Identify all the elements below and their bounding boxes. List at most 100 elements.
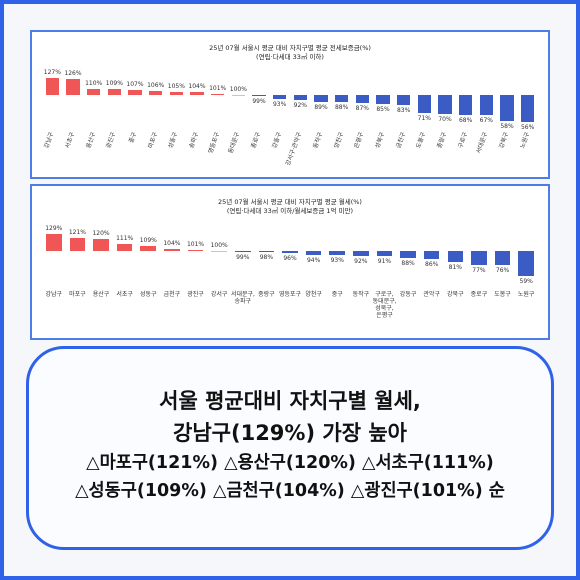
value-label: 120%: [92, 230, 110, 237]
x-tick-label: 금천구: [163, 291, 181, 298]
x-tick-label: 관악구: [423, 291, 440, 298]
bar: [423, 251, 440, 260]
value-label: 129%: [45, 224, 63, 232]
x-tick-label: 중랑구: [258, 291, 275, 298]
value-label: 127%: [43, 68, 61, 76]
value-label: 56%: [520, 124, 535, 132]
value-label: 104%: [163, 239, 181, 247]
value-label: 81%: [448, 264, 462, 272]
bar: [46, 233, 62, 251]
bar: [45, 77, 60, 95]
bar: [86, 88, 101, 95]
caption-box: 서울 평균대비 자치구별 월세, 강남구(129%) 가장 높아 △마포구(12…: [26, 346, 554, 550]
bar: [258, 251, 275, 253]
headline: 강남구(129%) 가장 높아: [173, 421, 407, 445]
chart-panel: 25년 07월 서울시 평균 대비 자치구별 평균 월세(%) (연립·다세대 …: [30, 184, 550, 340]
value-label: 101%: [186, 241, 205, 249]
value-label: 88%: [401, 260, 415, 268]
bar: [305, 251, 322, 255]
value-label: 58%: [500, 123, 514, 130]
bar: [417, 94, 432, 113]
value-label: 77%: [472, 266, 486, 274]
x-tick-label: 서초구: [116, 291, 133, 298]
value-label: 76%: [495, 267, 510, 275]
value-label: 89%: [314, 103, 328, 111]
value-label: 99%: [252, 97, 266, 105]
x-tick-label: 영등포구: [278, 291, 302, 298]
bar: [164, 248, 180, 251]
value-label: 99%: [236, 254, 250, 261]
x-tick-label: 구로구, 동대문구, 성북구, 은평구: [372, 291, 397, 319]
value-label: 68%: [458, 116, 473, 124]
x-tick-label: 강동구: [399, 291, 417, 298]
x-tick-label: 동작구: [352, 291, 370, 298]
bar: [376, 94, 390, 105]
value-label: 83%: [396, 107, 411, 115]
value-label: 110%: [85, 79, 103, 87]
value-label: 91%: [377, 258, 392, 266]
chart-title: 25년 07월 서울시 평균 대비 자치구별 평균 월세(%): [218, 198, 362, 206]
value-label: 93%: [272, 101, 287, 109]
value-label: 67%: [479, 117, 493, 125]
detail: △성동구(109%) △금천구(104%) △광진구(101%) 순: [75, 481, 505, 501]
value-label: 94%: [306, 256, 321, 264]
detail: △마포구(121%) △용산구(120%) △서초구(111%): [86, 453, 494, 473]
bar: [169, 91, 184, 95]
value-label: 106%: [147, 82, 165, 89]
bar: [471, 251, 487, 265]
x-tick-label: 서대문구, 송파구: [230, 291, 255, 305]
value-label: 59%: [519, 277, 533, 285]
value-label: 100%: [210, 242, 228, 249]
value-label: 86%: [425, 261, 439, 269]
value-label: 92%: [293, 101, 307, 109]
bar: [438, 94, 452, 114]
bar: [140, 245, 157, 251]
bar: [458, 94, 473, 115]
bar: [252, 94, 266, 96]
chart-subtitle: (연립·다세대 33㎡ 이하): [256, 53, 324, 61]
bar: [376, 251, 393, 257]
bar: [128, 90, 142, 95]
bar: [447, 251, 464, 263]
value-label: 121%: [68, 229, 86, 237]
bar: [355, 94, 370, 103]
bar: [400, 251, 416, 259]
x-tick-label: 성동구: [139, 291, 157, 298]
value-label: 105%: [167, 82, 185, 90]
bar: [353, 251, 369, 256]
bar: [187, 250, 204, 252]
bar: [479, 94, 494, 116]
value-label: 101%: [209, 85, 227, 93]
bar: [116, 244, 133, 251]
bar: [69, 238, 86, 251]
chart-panel: 25년 07월 서울시 평균 대비 자치구별 평균 전세보증금(%) (연립·다…: [30, 30, 550, 179]
bar: [93, 239, 109, 251]
value-label: 85%: [376, 106, 390, 114]
bar: [396, 94, 411, 106]
bar: [148, 91, 163, 95]
value-label: 107%: [126, 81, 144, 89]
bar: [520, 94, 535, 123]
bar: [211, 251, 227, 252]
x-tick-label: 양천구: [305, 291, 322, 298]
x-tick-label: 강서구: [210, 291, 228, 298]
bar: [234, 251, 251, 252]
value-label: 87%: [355, 104, 369, 112]
bar: [231, 94, 246, 96]
x-tick-label: 종로구: [470, 291, 488, 298]
bar: [314, 94, 328, 102]
value-label: 109%: [105, 80, 123, 88]
bar: [210, 94, 225, 96]
value-label: 111%: [116, 235, 134, 243]
value-label: 126%: [64, 69, 82, 77]
bar: [282, 251, 298, 254]
x-tick-label: 강남구: [43, 130, 56, 149]
bar: [500, 94, 514, 121]
bar: [107, 89, 122, 95]
value-label: 88%: [334, 104, 349, 112]
x-tick-label: 도봉구: [494, 291, 511, 298]
headline: 서울 평균대비 자치구별 월세,: [159, 389, 421, 413]
bar: [293, 94, 308, 100]
value-label: 96%: [283, 255, 297, 263]
